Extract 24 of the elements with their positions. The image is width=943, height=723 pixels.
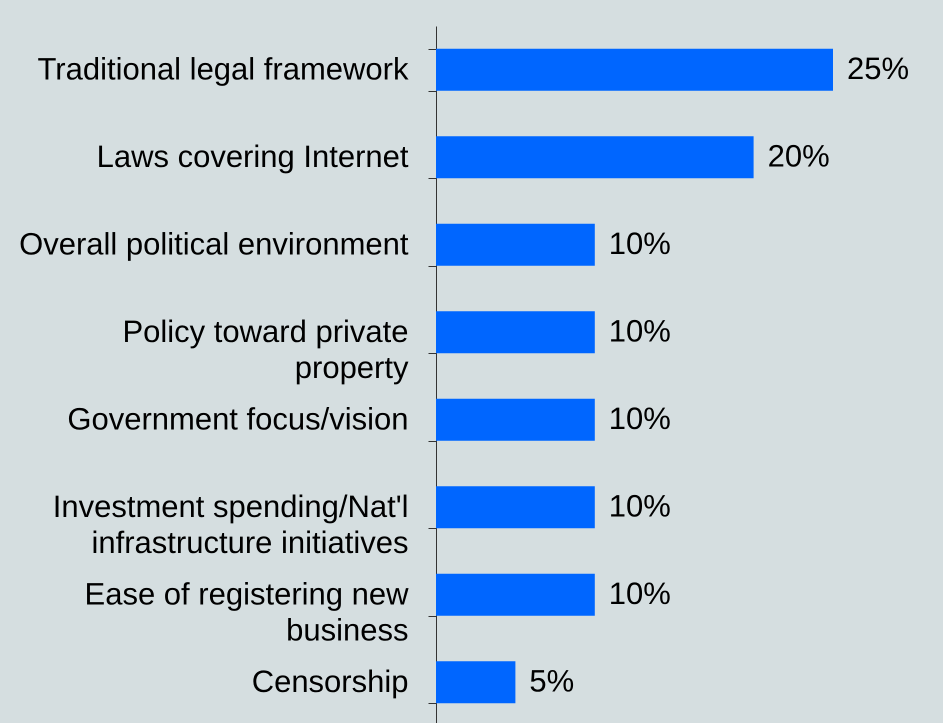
y-tick-label: Ease of registering new business [84,576,410,648]
y-tick-label: Overall political environment [19,226,409,262]
y-tick-label: Traditional legal framework [37,51,409,86]
data-label: 10% [608,226,671,261]
data-label: 5% [529,663,574,698]
y-tick-label: Investment spending/Nat'l infrastructure initiatives [52,488,408,560]
data-label: 10% [608,400,671,436]
data-label: 10% [608,488,671,524]
y-tick-label: Laws covering Internet [96,138,409,174]
bar [436,311,595,354]
data-label: 20% [768,138,830,174]
bar [436,574,595,616]
y-tick-label: Censorship [252,664,408,699]
y-tick-label: Policy toward private property [122,314,409,385]
data-label: 10% [608,313,671,348]
bar [436,486,595,528]
bar [436,661,516,704]
data-label: 10% [608,576,671,611]
bar [436,48,833,91]
bar [436,224,595,266]
data-label: 25% [847,50,910,86]
y-tick-label: Government focus/vision [67,401,408,436]
bar [436,136,754,178]
bar [436,398,595,441]
